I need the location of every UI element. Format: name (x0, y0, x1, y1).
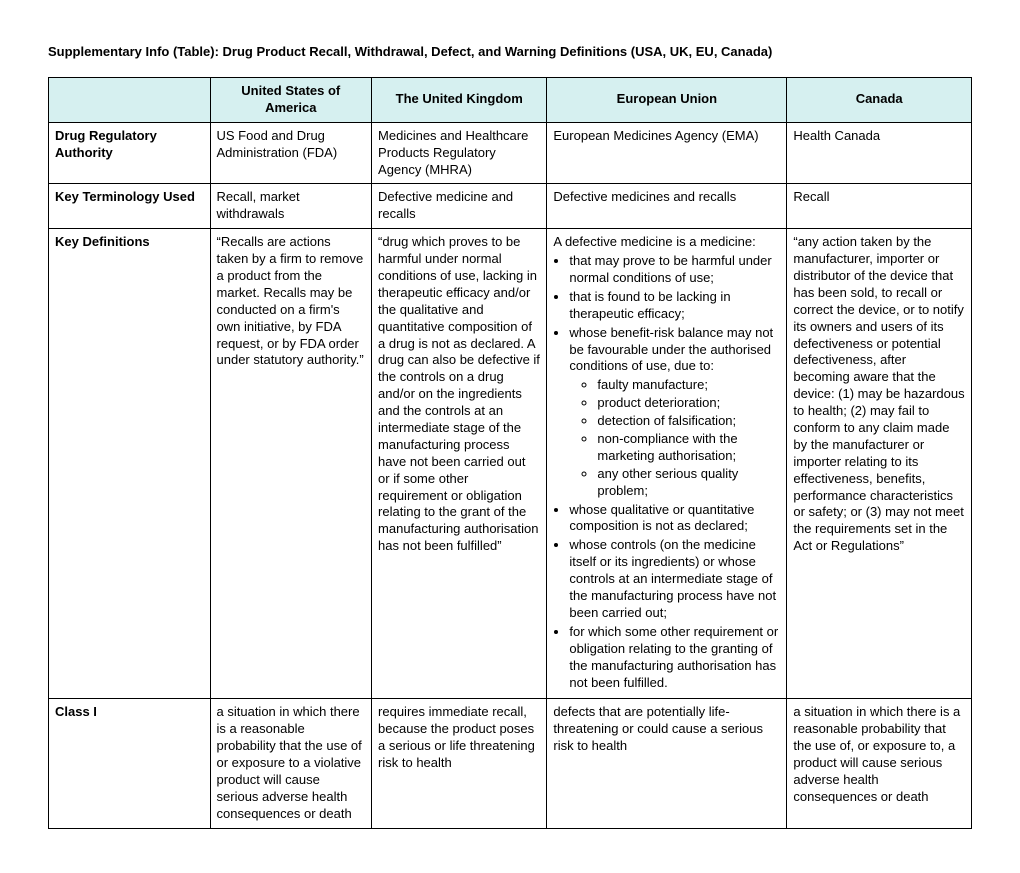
cell-definitions-canada: “any action taken by the manufacturer, i… (787, 229, 972, 699)
table-header-row: United States of America The United King… (49, 78, 972, 123)
table-row: Drug Regulatory Authority US Food and Dr… (49, 122, 972, 184)
list-item: whose controls (on the medicine itself o… (569, 537, 780, 621)
table-row: Class I a situation in which there is a … (49, 699, 972, 828)
cell-definitions-usa: “Recalls are actions taken by a firm to … (210, 229, 372, 699)
list-item-text: whose benefit-risk balance may not be fa… (569, 325, 773, 374)
page-title: Supplementary Info (Table): Drug Product… (48, 44, 972, 59)
cell-authority-canada: Health Canada (787, 122, 972, 184)
list-item: non-compliance with the marketing author… (597, 431, 780, 465)
row-label-authority: Drug Regulatory Authority (49, 122, 211, 184)
cell-definitions-eu: A defective medicine is a medicine: that… (547, 229, 787, 699)
eu-intro: A defective medicine is a medicine: (553, 234, 755, 249)
list-item: for which some other requirement or obli… (569, 624, 780, 692)
eu-list: that may prove to be harmful under norma… (553, 253, 780, 691)
list-item: that may prove to be harmful under norma… (569, 253, 780, 287)
list-item: that is found to be lacking in therapeut… (569, 289, 780, 323)
definitions-table: United States of America The United King… (48, 77, 972, 829)
table-row: Key Definitions “Recalls are actions tak… (49, 229, 972, 699)
row-label-class1: Class I (49, 699, 211, 828)
list-item: product deterioration; (597, 395, 780, 412)
list-item: faulty manufacture; (597, 377, 780, 394)
list-item: whose qualitative or quantitative compos… (569, 502, 780, 536)
table-row: Key Terminology Used Recall, market with… (49, 184, 972, 229)
cell-class1-usa: a situation in which there is a reasonab… (210, 699, 372, 828)
row-label-definitions: Key Definitions (49, 229, 211, 699)
cell-terminology-eu: Defective medicines and recalls (547, 184, 787, 229)
list-item: any other serious quality problem; (597, 466, 780, 500)
eu-sublist: faulty manufacture; product deterioratio… (569, 377, 780, 499)
row-label-terminology: Key Terminology Used (49, 184, 211, 229)
header-usa: United States of America (210, 78, 372, 123)
cell-terminology-usa: Recall, market withdrawals (210, 184, 372, 229)
header-uk: The United Kingdom (372, 78, 547, 123)
cell-class1-canada: a situation in which there is a reasonab… (787, 699, 972, 828)
cell-authority-uk: Medicines and Healthcare Products Regula… (372, 122, 547, 184)
cell-class1-uk: requires immediate recall, because the p… (372, 699, 547, 828)
header-corner (49, 78, 211, 123)
cell-terminology-canada: Recall (787, 184, 972, 229)
list-item: detection of falsification; (597, 413, 780, 430)
header-eu: European Union (547, 78, 787, 123)
cell-terminology-uk: Defective medicine and recalls (372, 184, 547, 229)
cell-class1-eu: defects that are potentially life-threat… (547, 699, 787, 828)
header-canada: Canada (787, 78, 972, 123)
cell-authority-eu: European Medicines Agency (EMA) (547, 122, 787, 184)
cell-definitions-uk: “drug which proves to be harmful under n… (372, 229, 547, 699)
list-item: whose benefit-risk balance may not be fa… (569, 325, 780, 500)
cell-authority-usa: US Food and Drug Administration (FDA) (210, 122, 372, 184)
